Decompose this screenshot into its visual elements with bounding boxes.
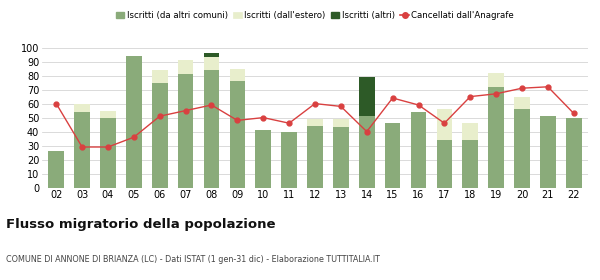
Bar [100, 118, 116, 188]
Bar [333, 127, 349, 188]
Bar [385, 123, 400, 188]
Bar [540, 116, 556, 188]
Bar [566, 118, 581, 188]
Bar [204, 57, 219, 70]
Bar [49, 151, 64, 188]
Bar [514, 97, 530, 109]
Bar [463, 140, 478, 188]
Bar [488, 73, 504, 87]
Bar [281, 132, 297, 188]
Legend: Iscritti (da altri comuni), Iscritti (dall'estero), Iscritti (altri), Cancellati: Iscritti (da altri comuni), Iscritti (da… [112, 7, 518, 23]
Bar [359, 116, 374, 188]
Text: Flusso migratorio della popolazione: Flusso migratorio della popolazione [6, 218, 275, 231]
Bar [100, 111, 116, 118]
Bar [307, 126, 323, 188]
Bar [256, 130, 271, 188]
Bar [359, 77, 374, 116]
Bar [488, 87, 504, 188]
Bar [437, 109, 452, 140]
Bar [178, 60, 193, 74]
Bar [74, 112, 90, 188]
Bar [514, 109, 530, 188]
Bar [204, 53, 219, 57]
Bar [411, 112, 426, 188]
Bar [178, 74, 193, 188]
Bar [230, 69, 245, 81]
Bar [152, 83, 167, 188]
Bar [204, 70, 219, 188]
Bar [307, 119, 323, 126]
Bar [152, 70, 167, 83]
Bar [463, 123, 478, 140]
Text: COMUNE DI ANNONE DI BRIANZA (LC) - Dati ISTAT (1 gen-31 dic) - Elaborazione TUTT: COMUNE DI ANNONE DI BRIANZA (LC) - Dati … [6, 255, 380, 264]
Bar [74, 104, 90, 112]
Bar [126, 56, 142, 188]
Bar [333, 119, 349, 127]
Bar [230, 81, 245, 188]
Bar [437, 140, 452, 188]
